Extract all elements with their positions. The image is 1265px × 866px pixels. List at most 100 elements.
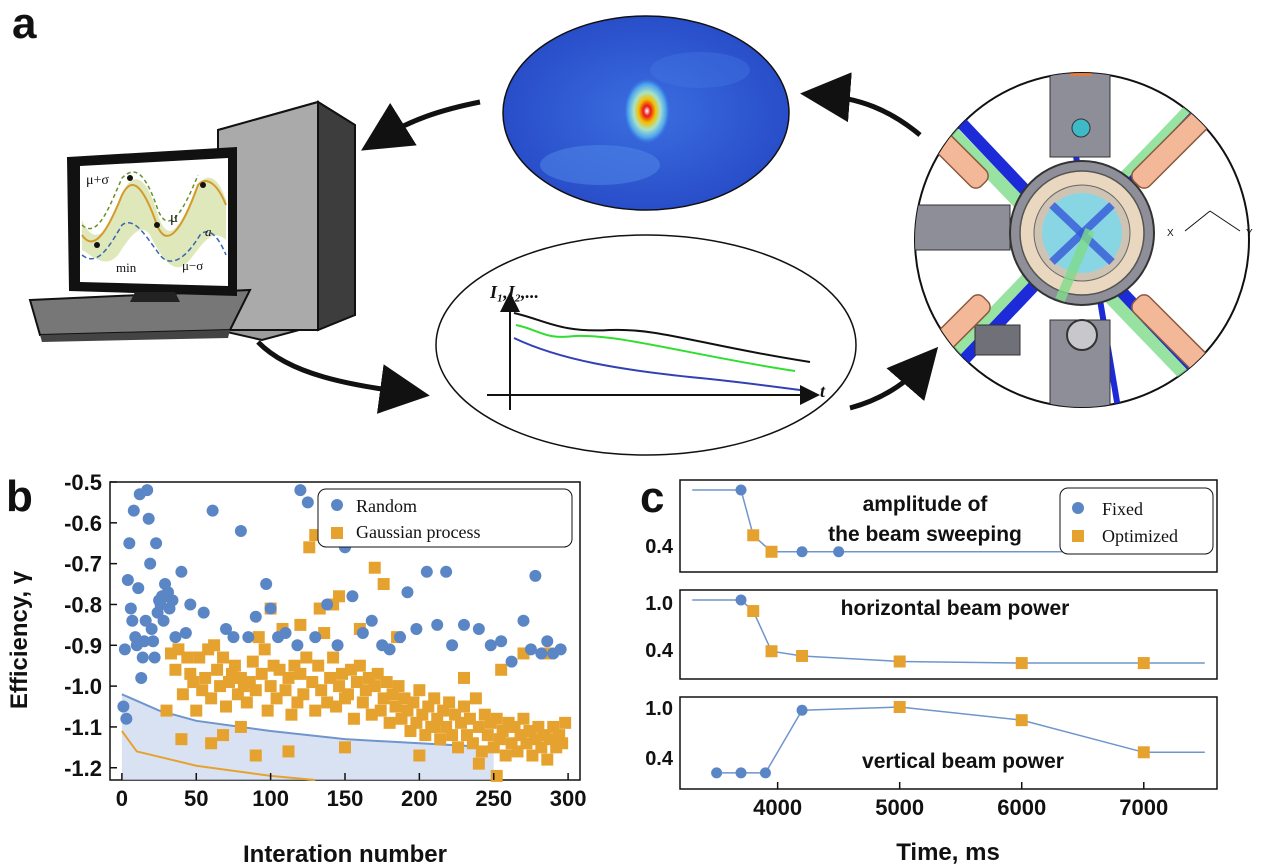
gp-point (327, 651, 340, 664)
random-point (401, 586, 414, 599)
gp-point (452, 741, 465, 754)
gp-point (407, 696, 420, 709)
random-point (169, 631, 182, 644)
chart-b: -0.5 -0.6 -0.7 -0.8 -0.9 -1.0 -1.1 -1.2 0 50 100 1… (6, 470, 586, 866)
chart-c2-ytick-1: 1.0 (645, 593, 673, 615)
gp-point (169, 663, 182, 676)
mu-plus-sigma-label: μ+σ (86, 173, 109, 188)
chart-b-xtick-label: 200 (401, 786, 438, 811)
chart-c1-ytick: 0.4 (645, 536, 674, 558)
gp-point (285, 708, 298, 721)
gp-point (413, 684, 426, 697)
chart-b-ylabel: Efficiency, γ (6, 570, 33, 709)
gp-point (368, 680, 381, 693)
chart-c: amplitude of the beam sweeping horizonta… (645, 479, 1218, 866)
random-point (136, 651, 149, 664)
gp-point (353, 659, 366, 672)
gp-point (303, 541, 316, 554)
signal-plot: I₁,I₂,... t (435, 234, 857, 456)
confidence-band (121, 694, 494, 780)
optimized-point (1015, 714, 1028, 727)
random-point (242, 631, 255, 644)
trap-apparatus: X Y (914, 72, 1253, 408)
gp-point (377, 578, 390, 591)
gp-point (217, 729, 230, 742)
random-point (135, 671, 148, 684)
gp-point (282, 745, 295, 758)
fixed-point (735, 594, 747, 606)
mu-minus-sigma-label: μ−σ (182, 258, 203, 273)
a-label: a (205, 224, 212, 239)
min-label: min (116, 260, 137, 275)
trap-y-axis-label: Y (1246, 228, 1253, 239)
random-fit-line (121, 693, 494, 749)
optimized-point (747, 529, 760, 542)
gp-point (490, 769, 503, 782)
gp-point (217, 651, 230, 664)
gp-point (559, 716, 572, 729)
legend-optimized-label: Optimized (1102, 526, 1178, 546)
random-point (484, 639, 497, 652)
gp-point (556, 737, 569, 750)
chart-b-ytick-label: -0.7 (64, 552, 102, 577)
random-point (184, 598, 197, 611)
random-point (145, 622, 158, 635)
random-point (124, 602, 137, 615)
random-point (147, 635, 160, 648)
gp-point (469, 692, 482, 705)
random-point (120, 712, 133, 725)
gp-point (208, 639, 221, 652)
gp-point (517, 712, 530, 725)
gp-point (199, 671, 212, 684)
mu-label: μ (170, 210, 178, 226)
gp-point (495, 663, 508, 676)
gp-point (490, 712, 503, 725)
chart-b-legend: Random Gaussian process (317, 488, 573, 548)
random-point (249, 610, 262, 623)
random-point (346, 590, 359, 603)
gp-point (309, 704, 322, 717)
camera-image (502, 15, 790, 211)
chart-b-ytick-label: -1.2 (64, 756, 102, 781)
random-point (132, 582, 145, 595)
gp-point (541, 753, 554, 766)
chart-c-xtick-label: 4000 (753, 795, 802, 820)
gp-point (347, 712, 360, 725)
random-point (472, 622, 485, 635)
gp-point (228, 659, 241, 672)
computer-tower-icon (217, 100, 356, 342)
random-point (141, 484, 154, 497)
gp-point (240, 696, 253, 709)
gp-point (205, 737, 218, 750)
random-point (431, 618, 444, 631)
optimized-point (765, 545, 778, 558)
random-point (541, 635, 554, 648)
random-point (331, 639, 344, 652)
gp-lower-line (121, 730, 316, 781)
random-point (121, 573, 134, 586)
gp-point (341, 688, 354, 701)
fixed-point (833, 546, 845, 558)
random-point (264, 602, 277, 615)
chart-b-xtick-label: 100 (252, 786, 289, 811)
gp-point (428, 720, 441, 733)
gp-point (264, 680, 277, 693)
random-point (206, 504, 219, 517)
random-point (220, 622, 233, 635)
gp-point (380, 676, 393, 689)
gp-point (428, 692, 441, 705)
chart-b-ytick-label: -1.0 (64, 674, 102, 699)
optimized-point (1015, 657, 1028, 670)
gp-point (499, 749, 512, 762)
chart-b-ytick-label: -0.5 (64, 470, 102, 495)
random-point (420, 565, 433, 578)
random-point (150, 537, 163, 550)
gp-point (443, 696, 456, 709)
random-point (321, 598, 334, 611)
gp-point (511, 745, 524, 758)
gp-point (282, 671, 295, 684)
chart-c2-frame (679, 589, 1218, 680)
legend-gp-label: Gaussian process (356, 522, 480, 542)
chart-c3-ytick-1: 1.0 (645, 698, 673, 720)
